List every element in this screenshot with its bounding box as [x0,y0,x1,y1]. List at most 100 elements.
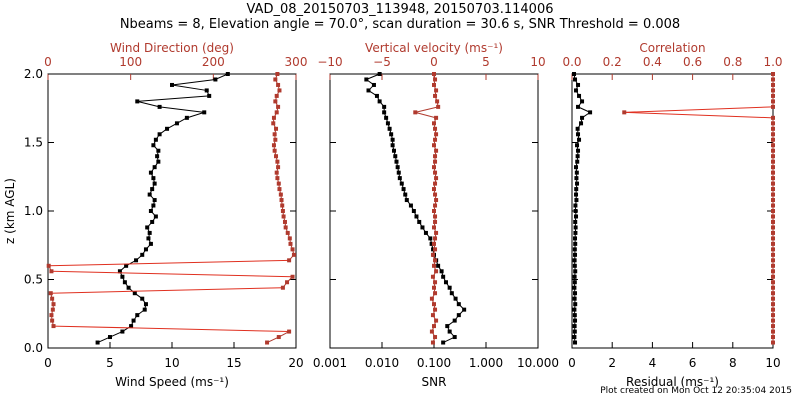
data-point [575,126,580,131]
data-point [433,214,438,219]
data-point [771,219,775,224]
data-point [433,154,438,159]
top-tick-label: 0.4 [643,55,662,69]
data-point [148,209,153,213]
data-point [151,176,156,181]
data-point [393,154,398,159]
series-line-segment [186,111,205,119]
data-point [573,209,578,213]
data-point [276,165,281,170]
data-point [153,137,158,142]
series-line-segment [48,259,290,267]
data-point [430,313,435,318]
data-point [288,241,293,246]
data-point [272,148,277,153]
data-point [285,280,290,285]
data-point [389,132,394,137]
y-tick-label: 0.0 [24,341,43,355]
data-point [771,263,775,268]
data-point [573,236,578,241]
data-point [573,241,578,246]
data-point [148,241,153,246]
data-point [48,291,53,296]
data-point [432,82,436,87]
series-line-segment [137,100,160,108]
data-point [573,318,578,323]
data-point [433,258,438,263]
data-point [285,230,290,235]
data-point [433,280,438,285]
series-line-segment [215,73,229,80]
top-tick-label: −5 [373,55,391,69]
data-point [287,329,292,334]
top-tick-label: 5 [482,55,490,69]
data-point [140,296,145,301]
data-point [434,176,439,181]
data-point [432,241,436,246]
data-point [436,263,441,268]
data-point [430,274,435,279]
data-point [577,93,582,98]
data-point [579,121,584,126]
data-point [280,203,285,208]
data-point [225,72,230,76]
data-point [433,192,438,197]
data-point [575,181,580,186]
data-point [433,126,438,131]
data-point [271,121,276,126]
data-point [142,307,147,312]
data-point [49,313,54,318]
data-point [395,165,400,170]
data-point [148,170,153,175]
data-point [132,291,137,296]
data-point [771,148,775,153]
data-point [385,121,390,126]
data-point [447,329,452,334]
top-tick-label: 0.6 [683,55,702,69]
data-point [135,99,140,104]
data-point [771,230,775,235]
data-point [202,110,207,115]
data-point [771,82,775,87]
data-point [771,99,775,104]
data-point [771,302,775,307]
data-point [432,209,436,213]
data-point [273,99,278,104]
series-line-segment [137,95,210,102]
data-point [49,269,54,274]
data-point [771,72,775,76]
data-point [371,82,376,87]
data-point [377,99,382,104]
data-point [771,340,775,345]
data-point [771,247,775,252]
data-point [174,121,179,126]
data-point [433,137,438,142]
top-tick-label: 100 [119,55,142,69]
data-point [143,247,148,252]
data-point [156,159,161,164]
data-point [573,219,578,224]
data-point [572,72,577,76]
data-point [771,307,775,312]
series-line-segment [624,106,774,113]
top-tick-label: 0.2 [603,55,622,69]
data-point [50,318,55,323]
top-tick-label: 10 [530,55,545,69]
data-point [576,132,581,137]
data-point [122,280,127,285]
data-point [572,307,577,312]
data-point [430,252,435,257]
data-point [435,99,440,104]
y-tick-label: 2.0 [24,67,43,81]
data-point [433,203,438,208]
data-point [771,170,775,175]
data-point [275,176,280,181]
data-point [433,335,438,340]
data-point [576,82,581,87]
data-point [771,203,775,208]
data-point [272,132,277,137]
data-point [391,148,396,153]
bottom-tick-label: 1.000 [469,356,503,370]
data-point [390,143,395,148]
data-point [432,285,436,290]
